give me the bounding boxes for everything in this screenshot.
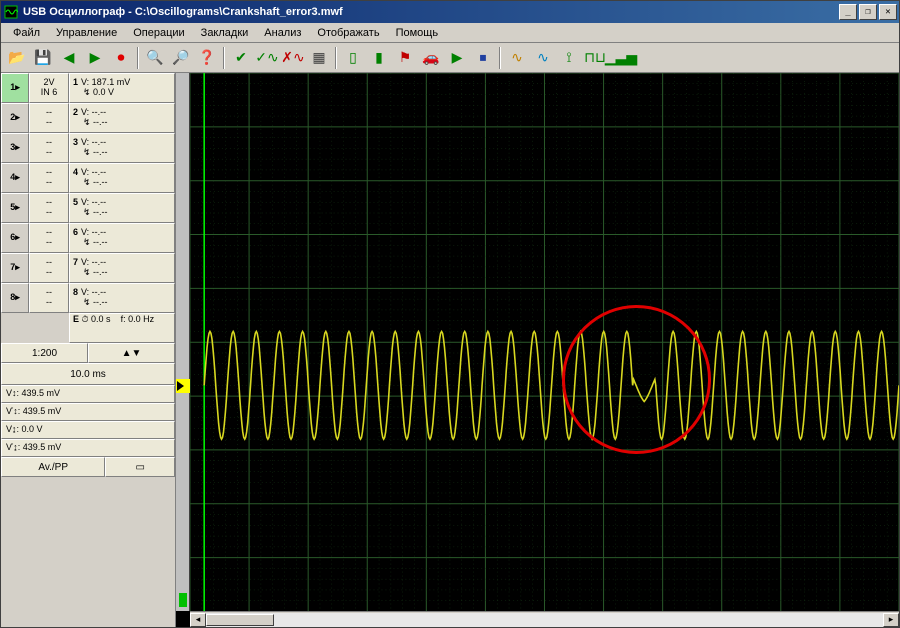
save-icon[interactable]: 💾 bbox=[31, 46, 55, 70]
menu-item-0[interactable]: Файл bbox=[5, 25, 48, 41]
channel-scale-2[interactable]: ---- bbox=[29, 103, 69, 133]
channel-scale-4[interactable]: ---- bbox=[29, 163, 69, 193]
sine1-icon[interactable]: ∿ bbox=[505, 46, 529, 70]
channel-readout-5: 5 V: --.--↯ --.-- bbox=[69, 193, 175, 223]
channel-readout-2: 2 V: --.--↯ --.-- bbox=[69, 103, 175, 133]
channel-readout-1: 1 V: 187.1 mV↯ 0.0 V bbox=[69, 73, 175, 103]
record-icon[interactable]: ⏺ bbox=[109, 46, 133, 70]
channel-readout-3: 3 V: --.--↯ --.-- bbox=[69, 133, 175, 163]
cursor-readout-1: Ѵ↕: 439.5 mV bbox=[1, 403, 175, 421]
cursor-readout-2: V↨: 0.0 V bbox=[1, 421, 175, 439]
play-icon[interactable]: ▶ bbox=[445, 46, 469, 70]
stop-icon[interactable]: ⏹ bbox=[471, 46, 495, 70]
flag-icon[interactable]: ⚑ bbox=[393, 46, 417, 70]
wave-check-icon[interactable]: ✓∿ bbox=[255, 46, 279, 70]
channel-scale-8[interactable]: ---- bbox=[29, 283, 69, 313]
window-title: USB Осциллограф - C:\Oscillograms\Cranks… bbox=[23, 6, 839, 18]
cursor-readout-3: Ѵ↨: 439.5 mV bbox=[1, 439, 175, 457]
channel-select-1[interactable]: 1▸ bbox=[1, 73, 29, 103]
channel-scale-6[interactable]: ---- bbox=[29, 223, 69, 253]
zoom-in-icon[interactable]: 🔍 bbox=[143, 46, 167, 70]
avg-pp-button[interactable]: Av./PP bbox=[1, 457, 105, 477]
wave-cross-icon[interactable]: ✗∿ bbox=[281, 46, 305, 70]
trigger-marker-icon[interactable] bbox=[176, 379, 190, 393]
close-button[interactable]: ✕ bbox=[879, 4, 897, 20]
zoom-ratio-button[interactable]: 1:200 bbox=[1, 343, 88, 363]
channel-select-6[interactable]: 6▸ bbox=[1, 223, 29, 253]
cursor-readout-0: V↕: 439.5 mV bbox=[1, 385, 175, 403]
zoom-spinner[interactable]: ▲▼ bbox=[88, 343, 175, 363]
scroll-thumb[interactable] bbox=[206, 614, 274, 626]
scroll-right-button[interactable]: ▸ bbox=[883, 613, 899, 627]
oscilloscope-display[interactable] bbox=[190, 73, 899, 611]
channel-select-8[interactable]: 8▸ bbox=[1, 283, 29, 313]
marker-b-icon[interactable]: ▮ bbox=[367, 46, 391, 70]
channel-marker-icon[interactable] bbox=[178, 591, 188, 609]
channel-scale-3[interactable]: ---- bbox=[29, 133, 69, 163]
forward-icon[interactable]: ▶ bbox=[83, 46, 107, 70]
open-icon[interactable]: 📂 bbox=[5, 46, 29, 70]
scroll-left-button[interactable]: ◂ bbox=[190, 613, 206, 627]
minimize-button[interactable]: _ bbox=[839, 4, 857, 20]
maximize-button[interactable]: ❐ bbox=[859, 4, 877, 20]
menu-item-3[interactable]: Закладки bbox=[193, 25, 257, 41]
channel-readout-6: 6 V: --.--↯ --.-- bbox=[69, 223, 175, 253]
channel-scale-5[interactable]: ---- bbox=[29, 193, 69, 223]
timebase-display[interactable]: 10.0 ms bbox=[1, 363, 175, 385]
horizontal-scrollbar[interactable]: ◂ ▸ bbox=[190, 611, 899, 627]
channel-readout-8: 8 V: --.--↯ --.-- bbox=[69, 283, 175, 313]
time-freq-readout: E ⏱ 0.0 sf: 0.0 Hz bbox=[69, 313, 175, 343]
channel-readout-4: 4 V: --.--↯ --.-- bbox=[69, 163, 175, 193]
measure-icon[interactable]: ⟟ bbox=[557, 46, 581, 70]
menubar: ФайлУправлениеОперацииЗакладкиАнализОтоб… bbox=[1, 23, 899, 43]
channel-select-4[interactable]: 4▸ bbox=[1, 163, 29, 193]
mode-toggle-button[interactable]: ▭ bbox=[105, 457, 175, 477]
zoom-out-icon[interactable]: 🔎 bbox=[169, 46, 193, 70]
channel-select-5[interactable]: 5▸ bbox=[1, 193, 29, 223]
menu-item-2[interactable]: Операции bbox=[125, 25, 192, 41]
app-icon bbox=[3, 4, 19, 20]
channel-select-3[interactable]: 3▸ bbox=[1, 133, 29, 163]
channel-select-2[interactable]: 2▸ bbox=[1, 103, 29, 133]
grid-icon[interactable]: ▦ bbox=[307, 46, 331, 70]
channel-scale-7[interactable]: ---- bbox=[29, 253, 69, 283]
check-icon[interactable]: ✔ bbox=[229, 46, 253, 70]
pulse-icon[interactable]: ⊓⊔ bbox=[583, 46, 607, 70]
channel-select-7[interactable]: 7▸ bbox=[1, 253, 29, 283]
titlebar: USB Осциллограф - C:\Oscillograms\Cranks… bbox=[1, 1, 899, 23]
sine2-icon[interactable]: ∿ bbox=[531, 46, 555, 70]
back-icon[interactable]: ◀ bbox=[57, 46, 81, 70]
marker-a-icon[interactable]: ▯ bbox=[341, 46, 365, 70]
channel-readout-7: 7 V: --.--↯ --.-- bbox=[69, 253, 175, 283]
menu-item-5[interactable]: Отображать bbox=[309, 25, 387, 41]
chart-icon[interactable]: ▁▃▅ bbox=[609, 46, 633, 70]
menu-item-6[interactable]: Помощь bbox=[388, 25, 447, 41]
toolbar: 📂💾◀▶⏺🔍🔎❓✔✓∿✗∿▦▯▮⚑🚗▶⏹∿∿⟟⊓⊔▁▃▅ bbox=[1, 43, 899, 73]
scroll-track[interactable] bbox=[206, 613, 883, 627]
car-icon[interactable]: 🚗 bbox=[419, 46, 443, 70]
help-icon[interactable]: ❓ bbox=[195, 46, 219, 70]
channel-header-scale[interactable]: 2VIN 6 bbox=[29, 73, 69, 103]
menu-item-4[interactable]: Анализ bbox=[256, 25, 309, 41]
scope-area: ◂ ▸ bbox=[176, 73, 899, 627]
vertical-ruler[interactable] bbox=[176, 73, 190, 611]
menu-item-1[interactable]: Управление bbox=[48, 25, 125, 41]
left-panel: 1▸2▸3▸4▸5▸6▸7▸8▸2VIN 6------------------… bbox=[1, 73, 176, 627]
